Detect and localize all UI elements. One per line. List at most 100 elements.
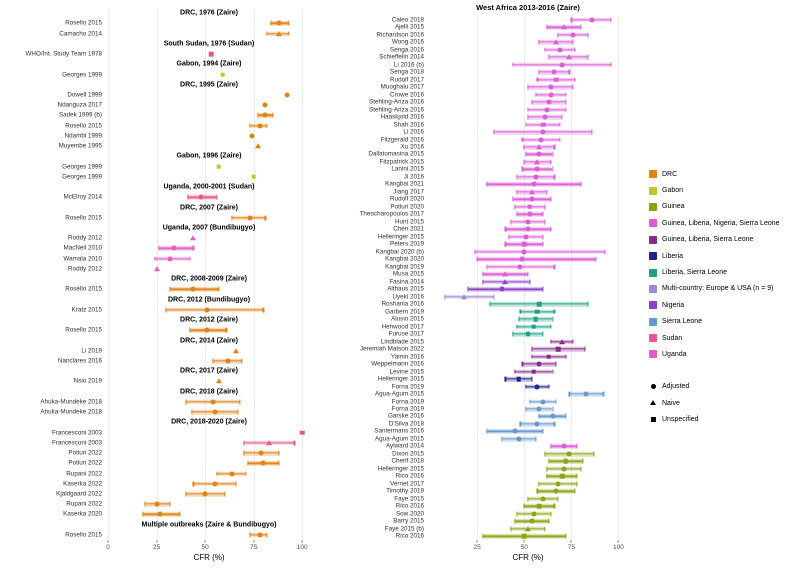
point-estimate-circle	[531, 511, 537, 517]
study-label: Muyembe 1995	[58, 142, 102, 150]
point-estimate-triangle	[558, 338, 565, 344]
ci-cap	[512, 331, 514, 337]
ci-cap	[555, 361, 557, 367]
ci-cap	[476, 256, 478, 262]
point-estimate-circle	[523, 234, 529, 240]
study-label: Rosello 2015	[65, 285, 102, 293]
point-estimate-circle	[589, 17, 595, 23]
point-estimate-triangle	[528, 189, 535, 195]
point-estimate-circle	[555, 481, 561, 487]
point-estimate-circle	[529, 196, 535, 202]
point-estimate-circle	[262, 112, 268, 118]
ci-cap	[517, 316, 520, 322]
study-label: Aylward 2014	[385, 442, 424, 450]
study-label: Caleo 2018	[391, 16, 424, 24]
ci-cap	[516, 211, 518, 217]
study-label: Kangbai 2020 (b)	[375, 248, 424, 256]
ci-cap	[550, 324, 552, 330]
study-label: Wamala 2010	[63, 255, 102, 263]
study-label: Potluri 2022	[68, 449, 102, 457]
outbreak-header: Multiple outbreaks (Zaire & Bundibugyo)	[141, 521, 277, 529]
study-label: Potluri 2022	[68, 459, 102, 467]
ci-cap	[559, 137, 561, 142]
ci-cap	[516, 511, 518, 517]
ci-cap	[293, 440, 296, 446]
point-estimate-square	[220, 72, 225, 77]
ci-cap	[525, 152, 527, 157]
point-estimate-circle	[516, 436, 522, 442]
ci-cap	[529, 279, 531, 285]
ci-cap	[512, 196, 514, 202]
study-label: Wong 2016	[391, 38, 424, 46]
ci-cap	[278, 460, 280, 466]
legend-color-item: DRC	[649, 166, 798, 182]
triangle-shape-icon	[649, 399, 657, 407]
ci-cap	[548, 518, 550, 524]
x-tick-label: 100	[613, 544, 624, 551]
point-estimate-circle	[210, 399, 216, 405]
study-label: Rico 2016	[395, 472, 424, 480]
ci-cap	[546, 189, 548, 195]
legend-color-item: Multi-country: Europe & USA (n = 9)	[649, 281, 798, 297]
point-estimate-circle	[190, 286, 196, 292]
ci-cap	[485, 264, 488, 270]
gridline	[524, 16, 526, 540]
legend-color-label: Liberia, Sierra Leone	[662, 269, 727, 277]
ci-cap	[587, 301, 589, 307]
ci-cap	[544, 204, 546, 210]
legend-color-label: Sierra Leone	[662, 318, 703, 326]
ci-cap	[266, 31, 268, 36]
outbreak-header: DRC, 2012 (Bundibugyo)	[167, 296, 251, 304]
study-label: Ahuka-Mundeke 2018	[40, 408, 102, 416]
ci-cap	[531, 346, 533, 352]
ci-cap	[223, 491, 226, 497]
ci-line	[445, 296, 495, 298]
legend-shape-item: Unspecified	[649, 411, 798, 427]
point-estimate-circle	[204, 327, 210, 333]
ci-cap	[510, 219, 512, 225]
legend-color-label: Multi-country: Europe & USA (n = 9)	[662, 285, 774, 293]
study-label: Timothy 2019	[386, 487, 424, 495]
ci-cap	[580, 466, 582, 472]
ci-cap	[249, 123, 251, 129]
legend-color-swatch	[649, 301, 657, 310]
legend-color-item: Guinea, Liberia, Nigeria, Sierra Leone	[649, 215, 798, 231]
ci-cap	[538, 481, 540, 487]
ci-cap	[288, 31, 290, 36]
point-estimate-square	[251, 174, 256, 180]
ci-cap	[264, 215, 266, 221]
x-tick-label: 100	[296, 544, 308, 551]
point-estimate-circle	[212, 409, 218, 415]
ci-cap	[231, 215, 233, 221]
point-estimate-square	[559, 474, 565, 479]
ci-cap	[583, 346, 586, 352]
legend-color-swatch	[649, 219, 657, 228]
outbreak-header: DRC, 2018-2020 (Zaire)	[171, 418, 247, 426]
point-estimate-circle	[544, 107, 550, 113]
legend-color-swatch	[649, 334, 657, 343]
legend-color-swatch	[649, 235, 657, 244]
ci-cap	[574, 77, 576, 83]
ci-cap	[237, 409, 239, 415]
ci-cap	[534, 436, 537, 442]
x-tick-label: 75	[250, 544, 258, 551]
ci-cap	[565, 354, 567, 359]
study-label: Rupani 2022	[66, 500, 102, 508]
legend-color-item: Liberia, Sierra Leone	[649, 264, 798, 280]
study-label: Chen 2021	[393, 225, 424, 233]
point-estimate-circle	[566, 451, 572, 457]
ci-cap	[527, 84, 529, 90]
ci-cap	[185, 399, 187, 405]
x-tick-mark	[156, 540, 158, 543]
ci-cap	[216, 471, 218, 476]
point-estimate-triangle	[215, 378, 222, 384]
study-label: Senga 2016	[390, 46, 424, 54]
ci-cap	[550, 226, 552, 232]
point-estimate-triangle	[254, 143, 261, 149]
point-estimate-triangle	[560, 24, 567, 30]
outbreak-header: South Sudan, 1976 (Sudan)	[163, 40, 255, 48]
ci-line	[475, 251, 606, 253]
point-estimate-circle	[548, 84, 554, 90]
ci-cap	[519, 421, 522, 427]
